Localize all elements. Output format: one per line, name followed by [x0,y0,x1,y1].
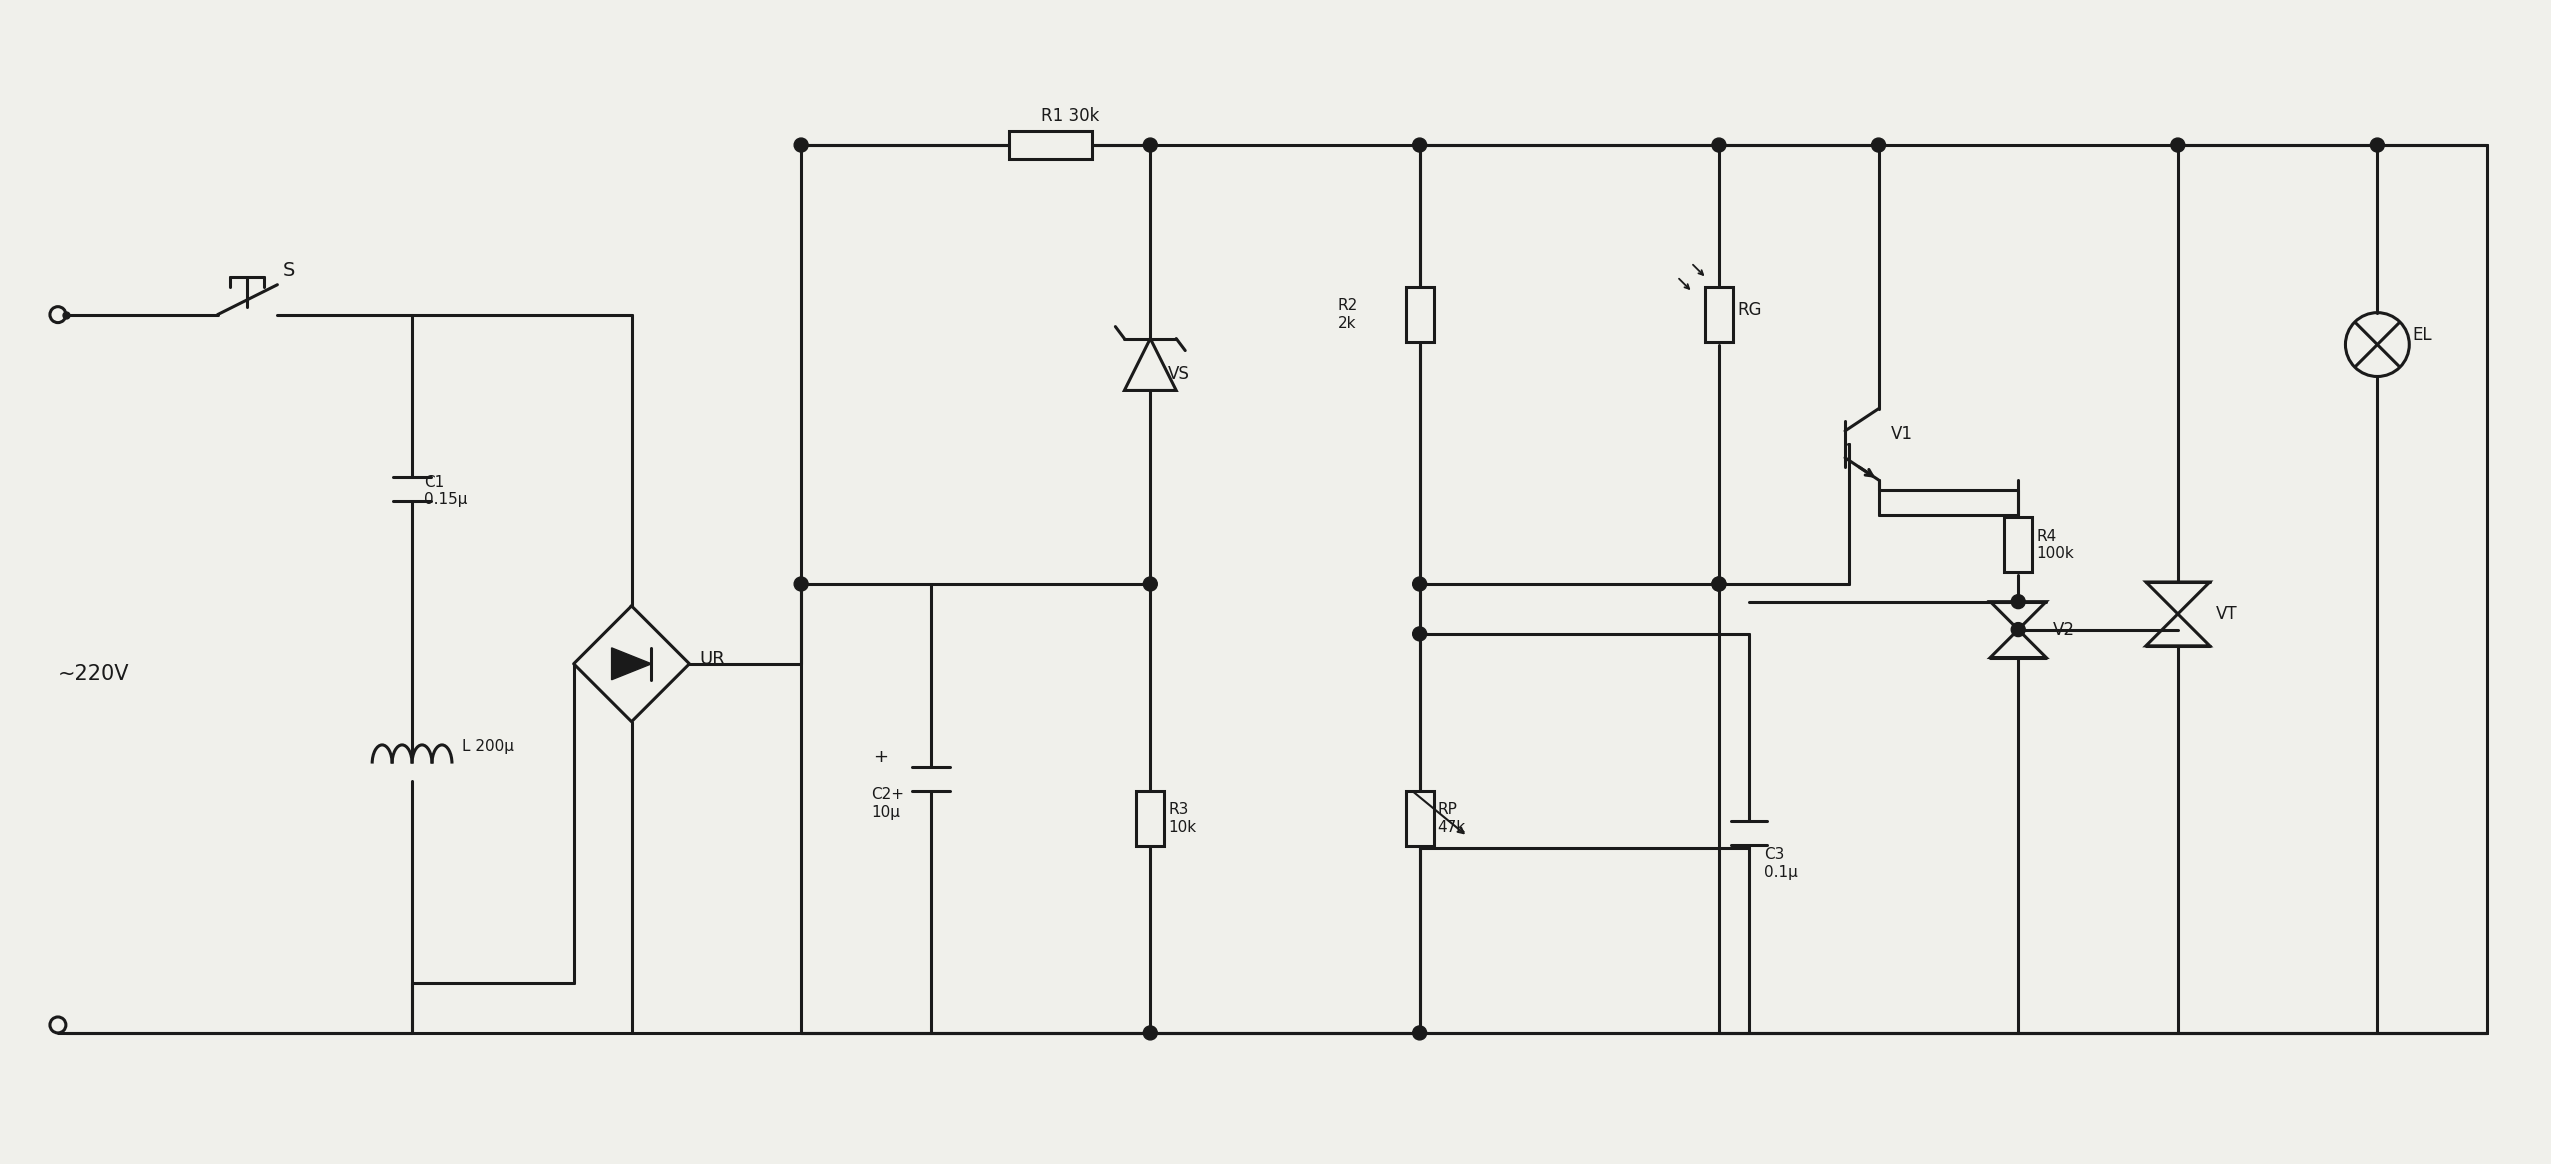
Text: L 200μ: L 200μ [462,739,513,753]
Circle shape [1143,139,1158,152]
Bar [1406,792,1434,846]
Circle shape [793,139,809,152]
Circle shape [1413,139,1426,152]
Text: R2
2k: R2 2k [1337,298,1357,331]
Text: R1 30k: R1 30k [1041,107,1099,125]
Bar [1406,288,1434,342]
Circle shape [793,577,809,591]
Circle shape [1872,139,1885,152]
Bar [1135,792,1163,846]
Circle shape [2171,139,2184,152]
Text: VS: VS [1168,365,1191,383]
Circle shape [1413,1025,1426,1039]
Bar [2005,517,2033,573]
Circle shape [1712,577,1727,591]
Text: EL: EL [2413,326,2431,343]
Circle shape [1413,577,1426,591]
Text: UR: UR [699,650,724,668]
Text: RP
47k: RP 47k [1439,802,1467,835]
Polygon shape [612,648,651,680]
Circle shape [2370,139,2385,152]
Circle shape [1712,139,1727,152]
Text: V1: V1 [1890,425,1913,443]
Circle shape [1413,627,1426,641]
Text: C3
0.1μ: C3 0.1μ [1763,847,1798,880]
Circle shape [1143,577,1158,591]
Text: R4
100k: R4 100k [2036,528,2074,561]
Circle shape [2010,623,2025,637]
Text: R3
10k: R3 10k [1168,802,1196,835]
Text: C2+
10μ: C2+ 10μ [870,787,903,819]
Text: ~220V: ~220V [59,663,130,683]
Circle shape [1712,577,1727,591]
Text: V2: V2 [2054,620,2074,639]
Text: VT: VT [2217,605,2237,623]
Text: C1
0.15μ: C1 0.15μ [423,475,467,508]
Bar [1008,132,1092,159]
Text: S: S [283,261,296,279]
Bar [1704,288,1732,342]
Circle shape [2010,595,2025,609]
Circle shape [1143,1025,1158,1039]
Text: RG: RG [1737,300,1760,319]
Text: +: + [872,747,888,766]
